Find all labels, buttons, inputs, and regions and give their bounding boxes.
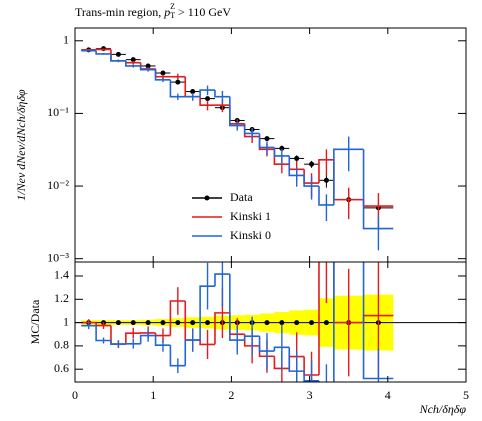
mc-step bbox=[318, 158, 334, 184]
mc-step bbox=[125, 60, 141, 67]
mc-step bbox=[139, 65, 156, 71]
ratio-frame bbox=[74, 261, 467, 383]
mc-step bbox=[199, 89, 215, 97]
main-panel bbox=[81, 46, 394, 251]
x-axis-label: Nch/δηδφ bbox=[419, 402, 467, 416]
chart-title: Trans-min region, pTZ > 110 GeV bbox=[75, 2, 231, 20]
ratio-step bbox=[258, 336, 275, 352]
title-sub: T bbox=[170, 11, 175, 20]
x-tick-label: 1 bbox=[150, 388, 156, 402]
ratio-step bbox=[243, 335, 260, 341]
ratio-y-tick-label: 1.4 bbox=[54, 268, 69, 282]
ratio-step bbox=[169, 345, 186, 367]
mc-step bbox=[110, 53, 126, 62]
data-point bbox=[309, 161, 315, 167]
data-point bbox=[175, 79, 181, 85]
data-point bbox=[279, 145, 285, 151]
data-point bbox=[115, 51, 121, 57]
title-text: Trans-min region, bbox=[75, 5, 164, 19]
ratio-data-point bbox=[160, 320, 166, 326]
mc-step bbox=[362, 149, 394, 230]
x-tick-label: 3 bbox=[307, 388, 313, 402]
y-tick-label: 10⁻² bbox=[47, 178, 69, 192]
mc-step bbox=[303, 175, 319, 187]
ratio-step bbox=[273, 356, 290, 370]
mc-step bbox=[154, 69, 171, 81]
x-tick-label: 0 bbox=[72, 388, 78, 402]
ratio-step bbox=[214, 312, 230, 345]
mc-step bbox=[333, 148, 364, 205]
y-axis-label: 1/Nev dNev/dNch/δηδφ bbox=[14, 89, 28, 201]
data-point bbox=[130, 57, 136, 63]
mc-step bbox=[199, 96, 215, 106]
ratio-data-point bbox=[115, 320, 121, 326]
ratio-step bbox=[288, 347, 305, 372]
y-tick-label: 10⁻³ bbox=[47, 250, 69, 264]
ratio-step bbox=[169, 300, 186, 336]
y-tick-label: 10⁻¹ bbox=[47, 105, 69, 119]
ratio-y-tick-label: 0.8 bbox=[54, 338, 69, 352]
ratio-step bbox=[154, 335, 171, 347]
ratio-data-point bbox=[264, 320, 270, 326]
ratio-y-label: MC/Data bbox=[28, 299, 42, 344]
ratio-step bbox=[199, 285, 215, 341]
ratio-step bbox=[273, 346, 290, 352]
data-point bbox=[205, 96, 211, 102]
mc-step bbox=[273, 147, 290, 157]
title-var: p bbox=[163, 5, 170, 19]
ratio-data-point bbox=[294, 320, 300, 326]
ratio-step bbox=[303, 371, 319, 382]
ratio-data-point bbox=[323, 320, 329, 326]
x-tick-label: 4 bbox=[385, 388, 391, 402]
ratio-step bbox=[229, 274, 245, 341]
ratio-panel bbox=[81, 262, 394, 382]
ratio-y-tick-label: 1 bbox=[63, 314, 69, 328]
mc-step bbox=[318, 186, 334, 206]
ratio-step bbox=[362, 262, 394, 380]
ratio-data-point bbox=[145, 320, 151, 326]
x-tick-label: 2 bbox=[228, 388, 234, 402]
mc-step bbox=[243, 125, 260, 135]
y-tick-label: 1 bbox=[63, 33, 69, 47]
title-rest: > 110 GeV bbox=[175, 5, 231, 19]
data-point bbox=[145, 63, 151, 69]
mc-step bbox=[214, 90, 230, 98]
mc-step bbox=[288, 155, 305, 177]
ratio-y-tick-label: 1.2 bbox=[54, 291, 69, 305]
mc-step bbox=[169, 79, 186, 98]
ratio-step bbox=[139, 334, 156, 344]
ratio-y-tick-label: 0.6 bbox=[54, 361, 69, 375]
ratio-step bbox=[184, 339, 201, 366]
ratio-data-point bbox=[130, 320, 136, 326]
mc-step bbox=[229, 96, 245, 127]
ratio-data-point bbox=[279, 320, 285, 326]
title-sup: Z bbox=[170, 2, 175, 11]
ratio-step bbox=[110, 340, 126, 345]
ratio-data-point bbox=[175, 320, 181, 326]
ratio-data-point bbox=[309, 320, 315, 326]
legend-label: Kinski 1 bbox=[230, 209, 271, 223]
data-point bbox=[190, 89, 196, 95]
x-tick-label: 5 bbox=[463, 388, 469, 402]
data-point bbox=[264, 136, 270, 142]
data-point bbox=[323, 177, 329, 183]
ratio-data-point bbox=[190, 320, 196, 326]
ratio-step bbox=[125, 332, 141, 345]
mc-step bbox=[95, 50, 111, 55]
mc-step bbox=[258, 133, 275, 149]
data-point bbox=[160, 70, 166, 76]
data-point bbox=[294, 155, 300, 161]
ratio-data-point bbox=[205, 320, 211, 326]
ratio-step bbox=[318, 262, 320, 376]
legend-marker bbox=[204, 195, 210, 201]
ratio-step bbox=[199, 340, 215, 346]
legend-label: Kinski 0 bbox=[230, 228, 271, 242]
ratio-step bbox=[95, 325, 111, 342]
ratio-step bbox=[214, 273, 230, 287]
legend-label: Data bbox=[230, 190, 253, 204]
